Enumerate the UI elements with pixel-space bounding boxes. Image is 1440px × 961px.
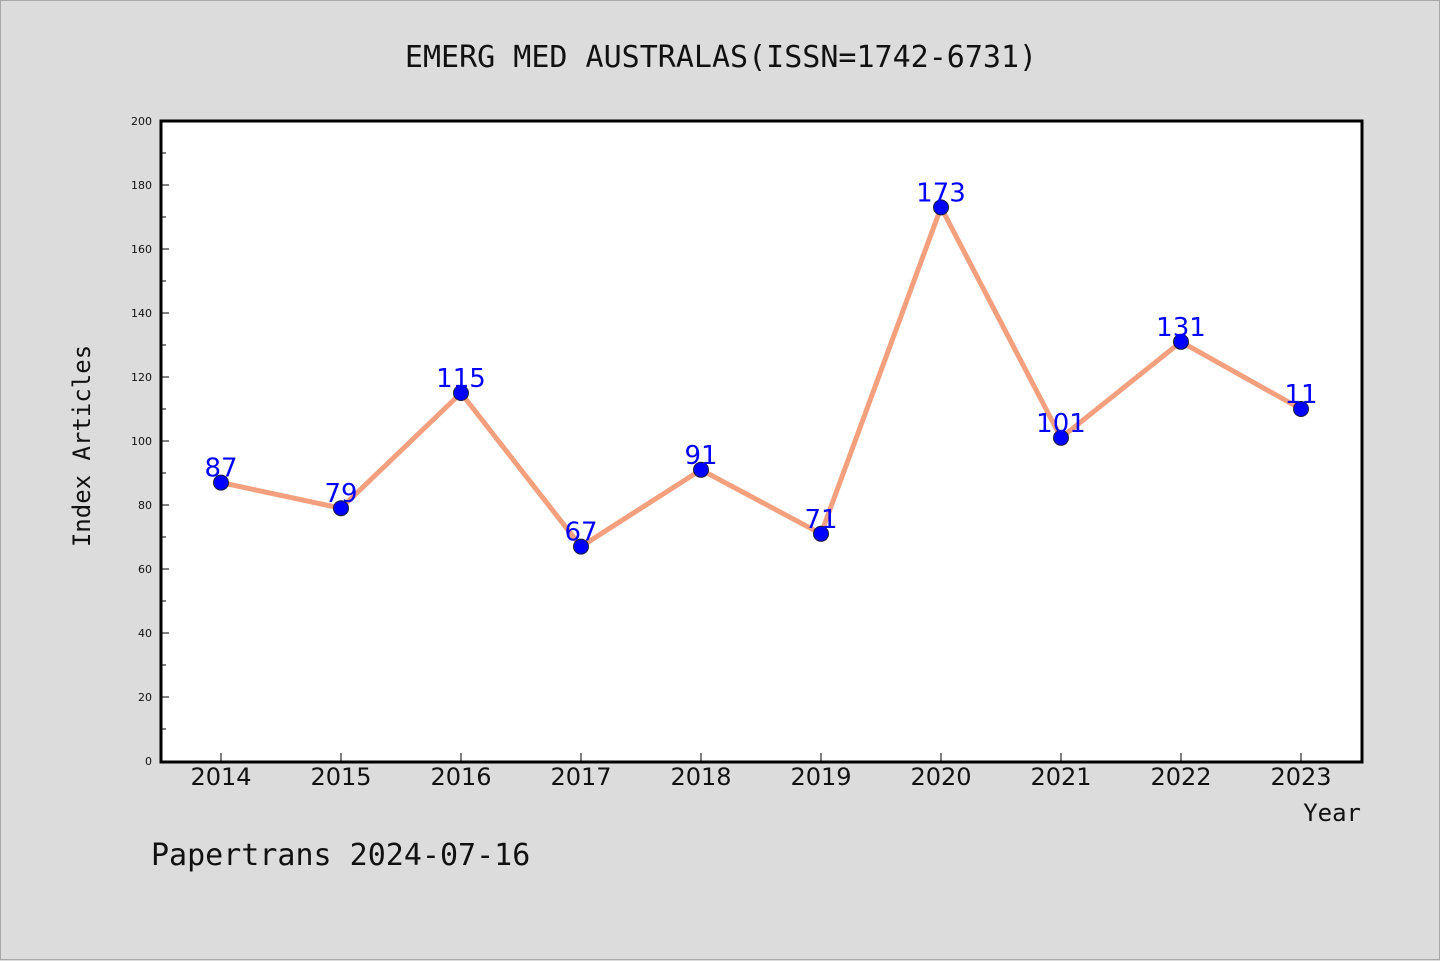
x-axis-label: Year bbox=[1303, 799, 1361, 827]
y-axis-ticks: 0 20 40 60 80 100 120 140 160 180 200 bbox=[131, 115, 169, 768]
y-tick-label: 180 bbox=[131, 179, 152, 192]
data-point bbox=[333, 500, 349, 517]
y-tick-label: 40 bbox=[138, 627, 152, 640]
x-tick-label: 2017 bbox=[550, 763, 611, 791]
y-tick-label: 80 bbox=[138, 499, 152, 512]
y-tick-label: 120 bbox=[131, 371, 152, 384]
y-tick-label: 140 bbox=[131, 307, 152, 320]
data-point bbox=[1293, 401, 1309, 417]
y-tick-label: 160 bbox=[131, 243, 152, 256]
data-label: 173 bbox=[916, 178, 966, 208]
data-point bbox=[693, 461, 709, 478]
data-label: 71 bbox=[804, 505, 837, 535]
series-markers bbox=[213, 199, 1309, 555]
plot-area bbox=[159, 119, 1364, 764]
y-tick-label: 200 bbox=[131, 115, 152, 128]
footer-credit: Papertrans 2024-07-16 bbox=[151, 838, 530, 873]
data-label: 79 bbox=[324, 479, 357, 509]
data-label: 131 bbox=[1156, 313, 1206, 343]
data-point bbox=[453, 385, 469, 401]
data-point bbox=[1053, 429, 1069, 446]
x-tick-label: 2015 bbox=[310, 763, 371, 791]
data-label: 101 bbox=[1036, 409, 1086, 439]
x-tick-label: 2019 bbox=[790, 763, 851, 791]
data-label: 87 bbox=[204, 454, 237, 484]
y-tick-label: 60 bbox=[138, 563, 152, 576]
y-tick-label: 0 bbox=[145, 755, 152, 768]
series-line-group bbox=[218, 204, 1304, 550]
x-axis-ticks: 2014 2015 2016 2017 2018 2019 2020 2021 2022 2023 bbox=[190, 753, 1332, 791]
x-tick-label: 2018 bbox=[670, 763, 731, 791]
data-label: 11 bbox=[1284, 380, 1317, 410]
x-tick-label: 2022 bbox=[1150, 763, 1211, 791]
chart-title: EMERG MED AUSTRALAS(ISSN=1742-6731) bbox=[405, 40, 1037, 75]
x-tick-label: 2023 bbox=[1270, 763, 1331, 791]
data-label: 115 bbox=[436, 364, 486, 394]
data-point bbox=[933, 199, 949, 216]
x-tick-label: 2020 bbox=[910, 763, 971, 791]
x-tick-label: 2016 bbox=[430, 763, 491, 791]
data-point bbox=[813, 525, 829, 542]
data-label: 67 bbox=[564, 518, 597, 548]
y-tick-label: 20 bbox=[138, 691, 152, 704]
x-tick-label: 2021 bbox=[1030, 763, 1091, 791]
data-labels: 87 79 115 67 91 71 173 101 131 11 bbox=[204, 178, 1317, 547]
y-tick-label: 100 bbox=[131, 435, 152, 448]
series-line bbox=[218, 204, 1304, 550]
x-tick-label: 2014 bbox=[190, 763, 251, 791]
data-point bbox=[1173, 333, 1189, 350]
data-label: 91 bbox=[684, 441, 717, 471]
data-point bbox=[213, 474, 229, 491]
y-axis-label: Index Articles bbox=[68, 345, 96, 547]
data-point bbox=[573, 538, 589, 555]
